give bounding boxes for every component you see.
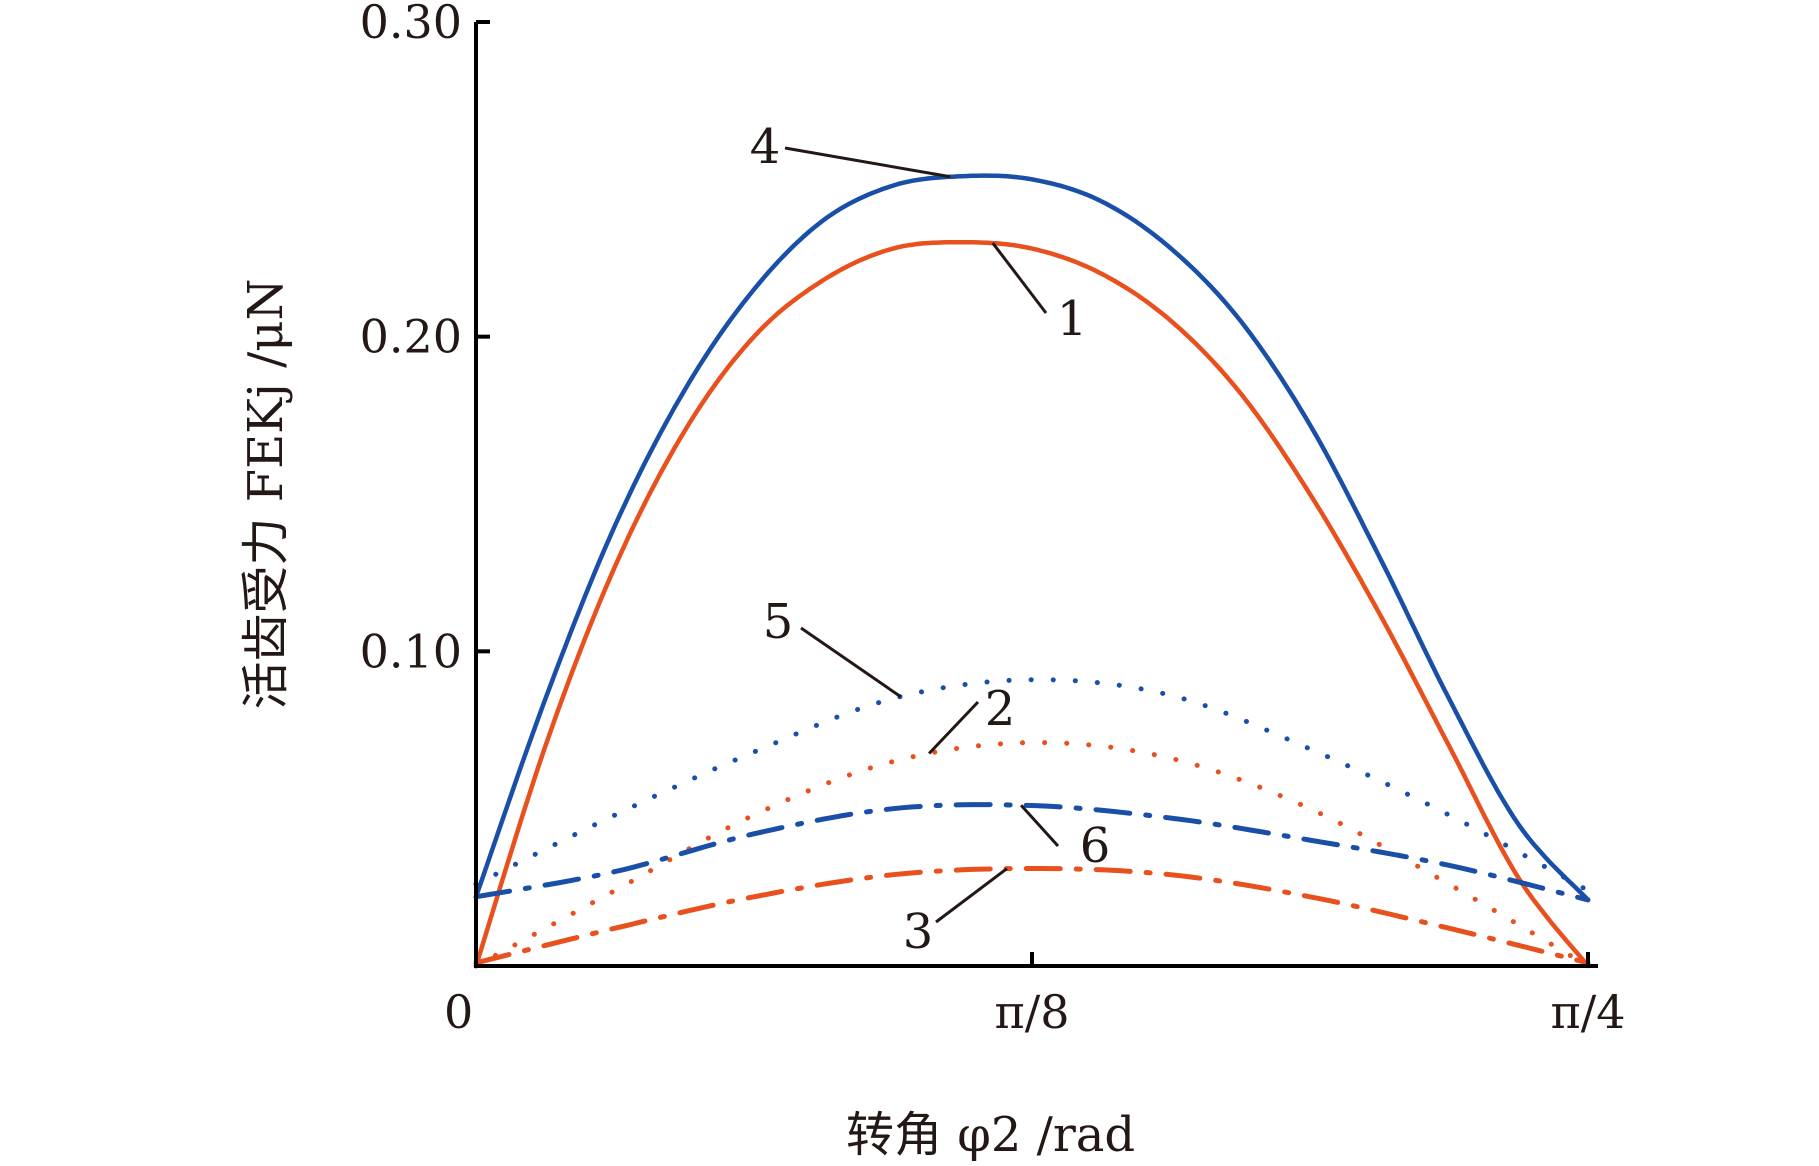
series-line-6 (473, 802, 1591, 903)
callout-layer: 4 1 5 2 6 3 (750, 119, 1111, 960)
callout-label-4: 4 (750, 119, 781, 175)
x-tick-label: 0 (444, 985, 473, 1039)
series-line-1 (473, 240, 1591, 969)
callout-leader-4 (784, 146, 951, 179)
series-line-5 (473, 677, 1591, 893)
x-tick-label: π/4 (1551, 985, 1626, 1039)
callout-label-6: 6 (1080, 818, 1111, 874)
callout-leader-6 (1019, 804, 1060, 848)
callout-label-2: 2 (985, 681, 1016, 737)
y-tick-label: 0.20 (360, 310, 462, 364)
callout-leader-5 (800, 626, 902, 699)
y-axis-title: 活齿受力 FEKj /μN (238, 279, 294, 710)
callout-leader-3 (935, 867, 1008, 924)
series-line-3 (473, 866, 1591, 966)
callout-label-3: 3 (903, 904, 934, 960)
callout-leader-1 (991, 242, 1048, 314)
callout-label-1: 1 (1057, 291, 1088, 347)
y-tick-label: 0.30 (360, 0, 462, 49)
series-layer (473, 173, 1591, 969)
x-axis-title: 转角 φ2 /rad (846, 1107, 1135, 1163)
axis-ticks: 0.10 0.20 0.30 0 π/8 π/4 (360, 0, 1626, 1039)
series-line-4 (473, 173, 1591, 903)
series-line-2 (473, 740, 1591, 969)
callout-leader-2 (927, 700, 980, 755)
y-tick-label: 0.10 (360, 624, 462, 678)
callout-label-5: 5 (763, 594, 794, 650)
x-tick-label: π/8 (995, 985, 1070, 1039)
